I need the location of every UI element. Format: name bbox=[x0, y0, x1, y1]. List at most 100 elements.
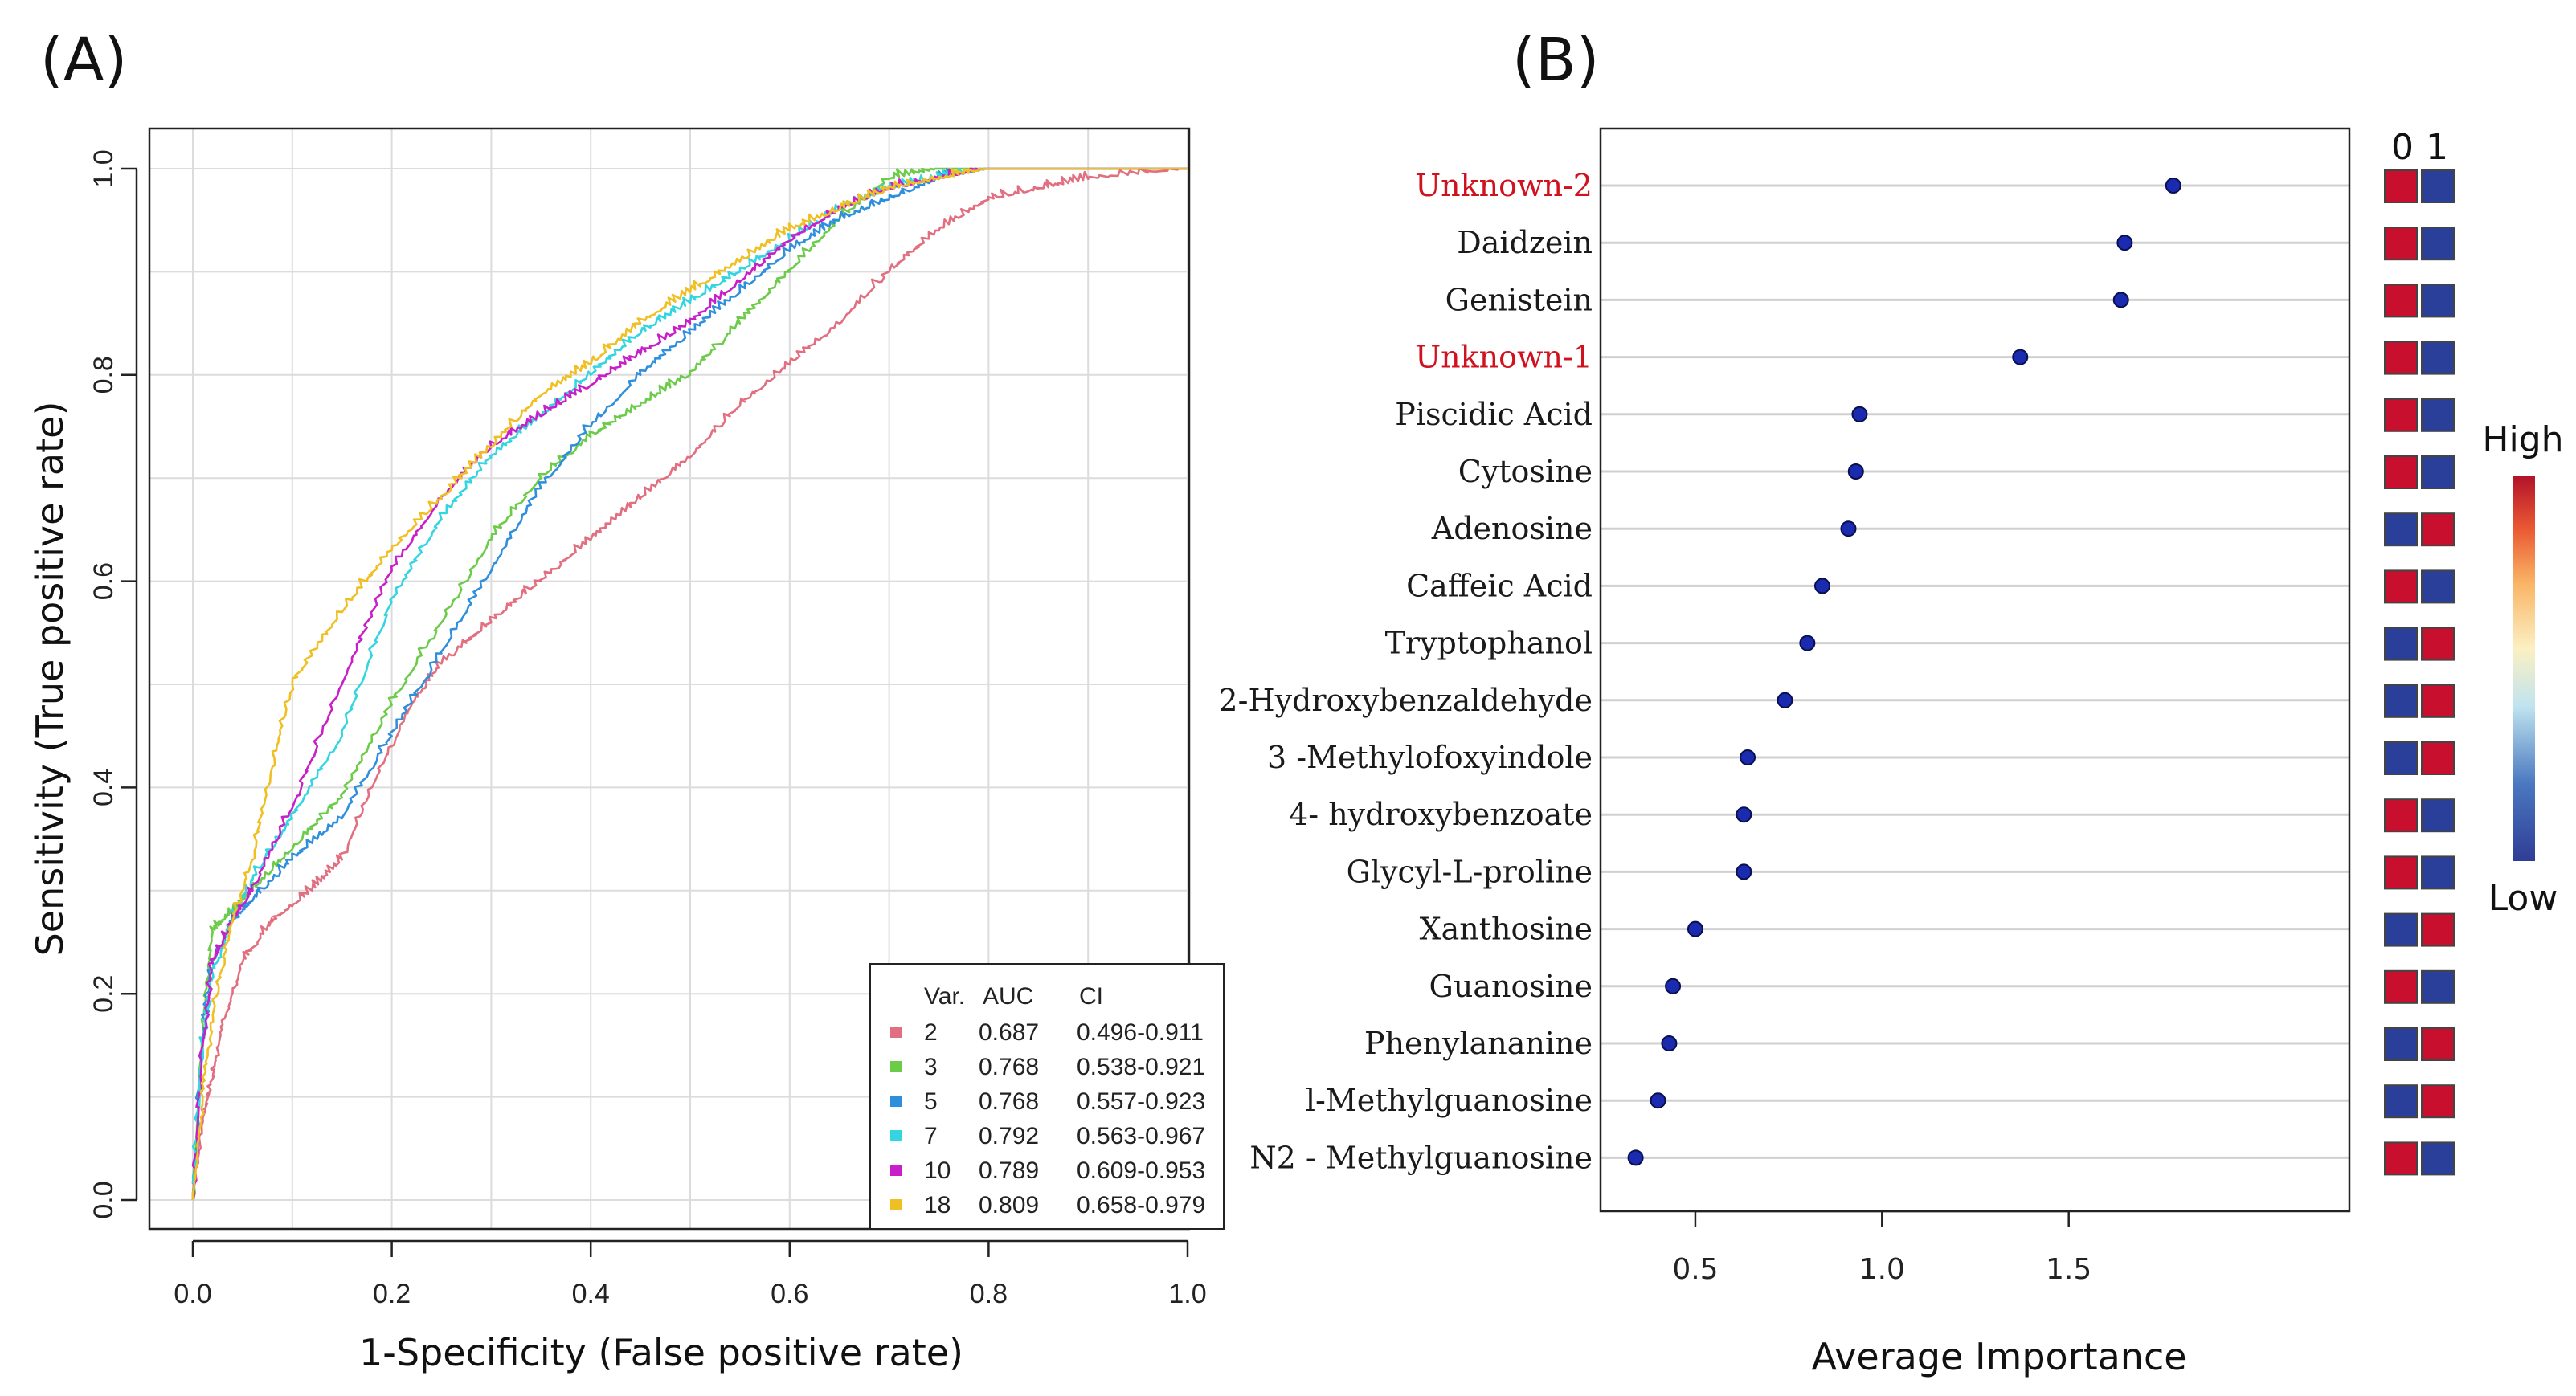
importance-x-axis: 0.5 1.0 1.5 bbox=[1672, 1210, 2091, 1286]
roc-x-tick-label: 0.4 bbox=[572, 1279, 610, 1309]
heatmap-cell-1 bbox=[2421, 455, 2455, 489]
heatmap-cell-0 bbox=[2384, 798, 2418, 833]
roc-x-tick-label: 0.2 bbox=[373, 1279, 411, 1309]
heatmap-cell-1 bbox=[2421, 1141, 2455, 1176]
heatmap-cell-1 bbox=[2421, 912, 2455, 947]
importance-point bbox=[1736, 863, 1752, 880]
heatmap-cell-0 bbox=[2384, 741, 2418, 775]
roc-curve-var-10 bbox=[191, 167, 1188, 1201]
colorbar-low-label: Low bbox=[2488, 878, 2558, 919]
heatmap-cell-1 bbox=[2421, 341, 2455, 375]
heatmap-cell-1 bbox=[2421, 569, 2455, 604]
heatmap-cell-1 bbox=[2421, 512, 2455, 547]
metabolite-label: l-Methylguanosine bbox=[1306, 1083, 1593, 1118]
roc-x-tick-label: 0.8 bbox=[970, 1279, 1008, 1309]
importance-point bbox=[2012, 349, 2029, 365]
metabolite-label: Cytosine bbox=[1458, 454, 1593, 489]
panel-a-label: (A) bbox=[40, 26, 127, 95]
importance-point bbox=[1799, 635, 1816, 651]
legend-var: 2 bbox=[924, 1019, 938, 1046]
legend-var: 7 bbox=[924, 1123, 938, 1149]
legend-header-auc: AUC bbox=[983, 983, 1033, 1010]
importance-point bbox=[1777, 692, 1793, 708]
heatmap-cell-1 bbox=[2421, 969, 2455, 1004]
roc-x-axis-title: 1-Specificity (False positive rate) bbox=[359, 1331, 963, 1374]
metabolite-label: Tryptophanol bbox=[1385, 626, 1593, 661]
importance-point bbox=[1851, 406, 1868, 422]
legend-var: 18 bbox=[924, 1192, 951, 1218]
roc-curves bbox=[191, 167, 1188, 1201]
heatmap-cell-0 bbox=[2384, 1141, 2418, 1176]
heatmap-col-0-label: 0 bbox=[2391, 127, 2414, 168]
roc-x-tick-label: 1.0 bbox=[1168, 1279, 1206, 1309]
legend-swatch-var-3 bbox=[890, 1061, 902, 1072]
heatmap-cell-1 bbox=[2421, 855, 2455, 890]
legend-auc: 0.809 bbox=[979, 1192, 1039, 1218]
metabolite-label: Glycyl-L-proline bbox=[1347, 854, 1593, 889]
metabolite-label: Phenylananine bbox=[1364, 1026, 1593, 1061]
importance-point bbox=[1813, 578, 1830, 594]
heatmap-cell-0 bbox=[2384, 969, 2418, 1004]
heatmap-cell-1 bbox=[2421, 741, 2455, 775]
metabolite-label: Piscidic Acid bbox=[1395, 397, 1593, 432]
heatmap-cell-0 bbox=[2384, 169, 2418, 203]
heatmap-cell-1 bbox=[2421, 284, 2455, 318]
panel-a: (A) 0.0 0.2 0.4 0.6 0.8 1.0 0.0 0.2 0.4 0.6 0.8 1.0… bbox=[28, 26, 1225, 1374]
legend-auc: 0.687 bbox=[979, 1019, 1039, 1046]
roc-y-tick-label: 0.4 bbox=[88, 769, 119, 806]
metabolite-label: Adenosine bbox=[1431, 511, 1593, 546]
heatmap-cell-1 bbox=[2421, 227, 2455, 261]
legend-auc: 0.768 bbox=[979, 1088, 1039, 1115]
heatmap-cell-0 bbox=[2384, 684, 2418, 718]
roc-axes: 0.0 0.2 0.4 0.6 0.8 1.0 0.0 0.2 0.4 0.6 0.8 1.0 bbox=[88, 149, 1207, 1309]
heatmap-cell-0 bbox=[2384, 455, 2418, 489]
metabolite-label: Unknown-1 bbox=[1415, 340, 1593, 375]
heatmap-cell-0 bbox=[2384, 627, 2418, 661]
metabolite-label: 4- hydroxybenzoate bbox=[1289, 797, 1593, 832]
heatmap bbox=[2384, 169, 2455, 1176]
legend-swatch-var-5 bbox=[890, 1096, 902, 1107]
heatmap-cell-1 bbox=[2421, 684, 2455, 718]
metabolite-label: Genistein bbox=[1445, 282, 1593, 317]
roc-curve-var-2 bbox=[191, 167, 1188, 1200]
roc-y-tick-label: 0.8 bbox=[88, 356, 119, 394]
metabolite-label: N2 - Methylguanosine bbox=[1249, 1140, 1593, 1175]
roc-y-axis-title: Sensitivity (True positive rate) bbox=[28, 402, 72, 957]
roc-y-tick-label: 0.0 bbox=[88, 1181, 119, 1218]
legend-swatch-var-2 bbox=[890, 1027, 902, 1038]
colorbar-gradient bbox=[2513, 476, 2535, 861]
importance-rows: Unknown-2 Daidzein Genistein Unknown-1 Pisci… bbox=[1218, 168, 2349, 1175]
heatmap-cell-0 bbox=[2384, 227, 2418, 261]
metabolite-label: Xanthosine bbox=[1420, 912, 1593, 947]
legend-swatch-var-7 bbox=[890, 1130, 902, 1141]
importance-x-tick-label: 1.0 bbox=[1859, 1253, 1905, 1286]
heatmap-cell-0 bbox=[2384, 1084, 2418, 1119]
legend-auc: 0.768 bbox=[979, 1054, 1039, 1080]
roc-y-tick-label: 0.6 bbox=[88, 562, 119, 600]
legend-ci: 0.609-0.953 bbox=[1077, 1157, 1205, 1184]
heatmap-cell-1 bbox=[2421, 1027, 2455, 1061]
importance-point bbox=[2116, 235, 2133, 251]
heatmap-cell-0 bbox=[2384, 512, 2418, 547]
importance-point bbox=[1661, 1035, 1678, 1051]
legend-auc: 0.792 bbox=[979, 1123, 1039, 1149]
legend-box bbox=[869, 963, 1225, 1230]
importance-point bbox=[1665, 978, 1682, 994]
heatmap-cell-1 bbox=[2421, 1084, 2455, 1119]
colorbar-high-label: High bbox=[2482, 419, 2563, 460]
heatmap-cell-0 bbox=[2384, 284, 2418, 318]
legend-swatch-var-18 bbox=[890, 1199, 902, 1210]
metabolite-label: Daidzein bbox=[1457, 225, 1593, 260]
importance-x-axis-title: Average Importance bbox=[1811, 1335, 2186, 1378]
importance-point bbox=[2165, 178, 2181, 194]
heatmap-cell-0 bbox=[2384, 912, 2418, 947]
legend-auc: 0.789 bbox=[979, 1157, 1039, 1184]
legend-header-ci: CI bbox=[1079, 983, 1103, 1010]
heatmap-cell-0 bbox=[2384, 855, 2418, 890]
legend-var: 5 bbox=[924, 1088, 938, 1115]
roc-legend: Var. AUC CI 2 0.687 0.496-0.911 3 0.768 0.538… bbox=[869, 963, 1225, 1230]
importance-point bbox=[1740, 749, 1756, 765]
roc-y-tick-label: 1.0 bbox=[88, 149, 119, 187]
colorbar: High Low bbox=[2482, 419, 2563, 919]
